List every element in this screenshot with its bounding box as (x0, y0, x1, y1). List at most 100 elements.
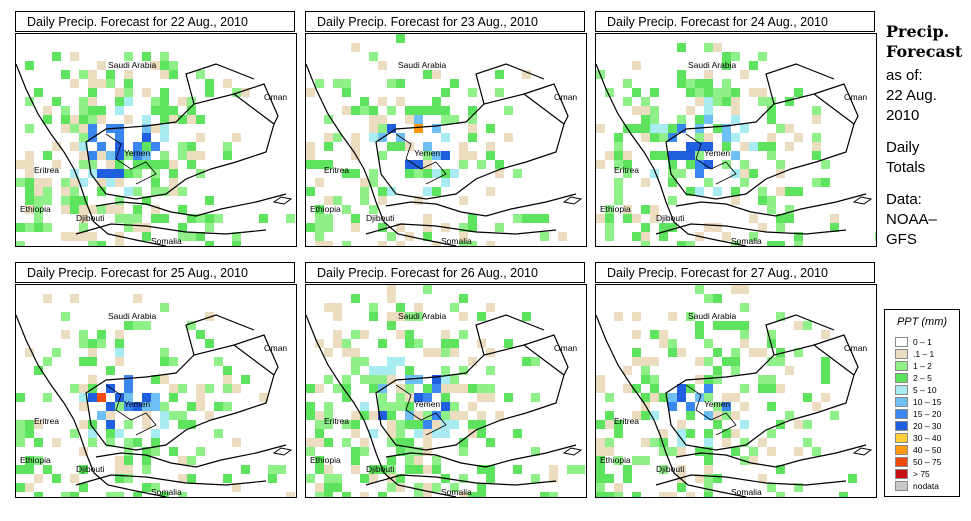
precip-cell (441, 348, 450, 357)
precip-cell (776, 187, 785, 196)
precip-cell (324, 411, 333, 420)
precip-cell (776, 241, 785, 246)
precip-cell (767, 384, 776, 393)
precip-cell (776, 124, 785, 133)
precip-cell (34, 223, 43, 232)
precip-cell (468, 223, 477, 232)
province-line (685, 133, 737, 185)
precip-cell (124, 321, 133, 330)
precip-cell (405, 115, 414, 124)
precip-cell (214, 429, 223, 438)
province-line (105, 384, 157, 436)
precip-cell (668, 169, 677, 178)
precip-cell (659, 339, 668, 348)
precip-cell (378, 402, 387, 411)
precip-cell (97, 169, 106, 178)
precip-cell (187, 151, 196, 160)
borders (306, 63, 583, 246)
precip-cell (432, 169, 441, 178)
precip-cell (70, 115, 79, 124)
border-line (75, 474, 267, 486)
precip-cell (34, 456, 43, 465)
precip-cell (614, 312, 623, 321)
precip-cell (88, 393, 97, 402)
precip-cell (351, 106, 360, 115)
precip-cell (668, 492, 677, 497)
border-line (765, 63, 835, 105)
precip-cell (740, 384, 749, 393)
border-line (675, 193, 867, 217)
precip-cell (115, 196, 124, 205)
precip-cell (106, 160, 115, 169)
precip-cell (25, 151, 34, 160)
precip-cell (441, 411, 450, 420)
precip-cell (106, 384, 115, 393)
precip-cell (387, 357, 396, 366)
precip-cell (142, 142, 151, 151)
precip-cell (641, 205, 650, 214)
legend-swatch (895, 337, 908, 347)
precip-cell (459, 384, 468, 393)
precip-cell (160, 97, 169, 106)
precip-cell (360, 106, 369, 115)
precip-cell (794, 232, 803, 241)
map-label-oman: Oman (844, 92, 867, 102)
precip-cell (450, 402, 459, 411)
precip-cell (423, 106, 432, 115)
legend-label: 10 – 15 (913, 397, 942, 407)
precip-cell (423, 429, 432, 438)
precip-cell (277, 465, 286, 474)
precip-cell (767, 402, 776, 411)
precip-cell (205, 214, 214, 223)
map-label-oman: Oman (264, 92, 287, 102)
precip-cell (124, 474, 133, 483)
precip-cell (668, 402, 677, 411)
precip-cell (596, 420, 605, 429)
precip-cell (659, 429, 668, 438)
precip-cell (722, 393, 731, 402)
panel-title: Daily Precip. Forecast for 27 Aug., 2010 (595, 262, 875, 283)
precip-cell (396, 34, 405, 43)
precip-cell (187, 97, 196, 106)
precip-cell (151, 438, 160, 447)
precip-cell (677, 447, 686, 456)
precip-cell (124, 420, 133, 429)
precip-cell (695, 187, 704, 196)
precip-cell (650, 411, 659, 420)
precip-cell (88, 88, 97, 97)
precip-cell (25, 429, 34, 438)
precip-cell (686, 88, 695, 97)
precip-cell (342, 205, 351, 214)
precip-cell (605, 214, 614, 223)
precip-cell (70, 178, 79, 187)
precip-cell (387, 232, 396, 241)
precip-cell (623, 214, 632, 223)
precip-cell (740, 70, 749, 79)
precip-cell (196, 330, 205, 339)
precip-cell (79, 384, 88, 393)
precip-cell (405, 366, 414, 375)
asof-date: 22 Aug. (886, 87, 937, 104)
precip-cell (160, 160, 169, 169)
precip-cell (387, 465, 396, 474)
precip-cell (360, 196, 369, 205)
precip-cell (605, 420, 614, 429)
precip-cell (34, 196, 43, 205)
precip-cell (695, 285, 704, 294)
precip-cell (306, 151, 315, 160)
precip-cell (79, 106, 88, 115)
legend-swatch (895, 469, 908, 479)
precip-cell (324, 483, 333, 492)
precip-cell (677, 115, 686, 124)
precip-cell (794, 348, 803, 357)
precip-cell (722, 88, 731, 97)
precip-cell (151, 160, 160, 169)
precip-cell (650, 330, 659, 339)
precip-cell (513, 465, 522, 474)
precip-cell (142, 447, 151, 456)
precip-cell (441, 429, 450, 438)
precip-cell (432, 241, 441, 246)
precip-cell (623, 169, 632, 178)
precip-cell (16, 393, 25, 402)
precip-cell (52, 438, 61, 447)
